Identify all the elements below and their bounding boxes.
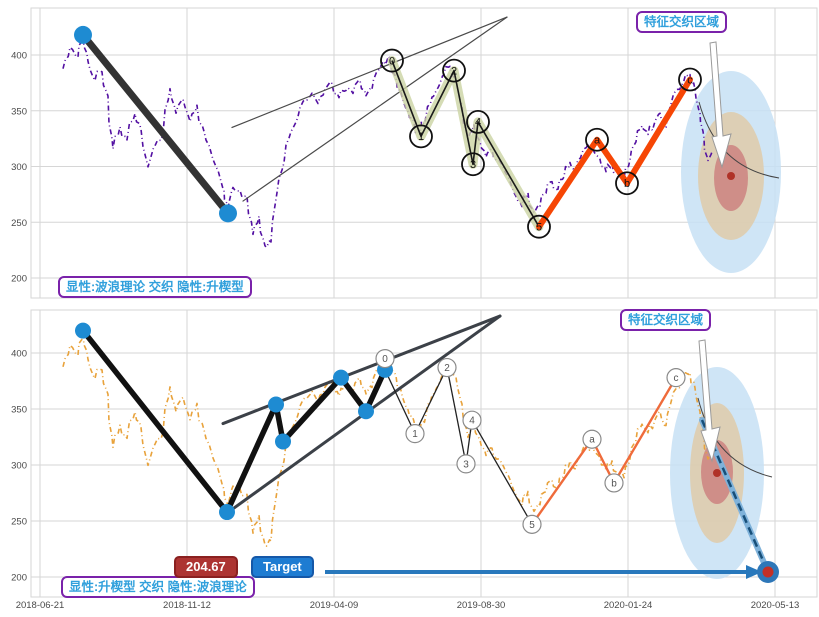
confluence-center-dot [713, 469, 721, 477]
target-chip[interactable]: Target [251, 556, 314, 578]
wave-marker-label-b: b [624, 178, 630, 190]
wave-marker-3[interactable] [456, 454, 476, 474]
panel-border [30, 309, 818, 598]
wave-marker-label-b: b [611, 478, 617, 489]
y-tick-label: 200 [11, 573, 27, 584]
target-arrow-head [746, 565, 762, 579]
confluence-center-dot [727, 172, 735, 180]
wave-marker-label-a: a [589, 435, 595, 446]
wedge-trendline-0 [231, 16, 508, 129]
wave-12345-line [391, 60, 540, 228]
wave-marker-5[interactable] [527, 214, 551, 239]
bottom-panel-caption: 显性:升楔型 交织 隐性:波浪理论 [61, 576, 255, 598]
pivot-handle-dot-1[interactable] [219, 504, 235, 521]
wedge-trendline-1 [242, 16, 508, 202]
wave-abc-line [536, 76, 693, 230]
pivot-handle-dot-0[interactable] [74, 25, 92, 44]
y-tick-label: 400 [11, 349, 27, 360]
wave-marker-label-c: c [687, 74, 693, 86]
pivot-handle-dot-1[interactable] [219, 204, 237, 223]
decay-curve [698, 101, 780, 179]
y-tick-label: 350 [11, 106, 27, 117]
wave-marker-5[interactable] [522, 514, 542, 534]
wave-marker-label-1: 1 [412, 429, 418, 440]
wave-marker-label-2: 2 [451, 65, 457, 77]
x-tick-label: 2018-11-12 [163, 600, 211, 611]
pivot-handle-dot-5[interactable] [358, 403, 374, 420]
target-price-chip[interactable]: 204.67 [174, 556, 238, 578]
top-panel-caption: 显性:波浪理论 交织 隐性:升楔型 [58, 276, 252, 298]
wave-marker-label-c: c [674, 373, 679, 384]
wave-marker-label-5: 5 [536, 221, 542, 233]
wave-marker-0[interactable] [375, 349, 395, 369]
panel-border [30, 7, 818, 299]
wave-marker-3[interactable] [461, 152, 485, 177]
wave-marker-label-2: 2 [444, 363, 450, 374]
wave-marker-label-0: 0 [389, 55, 395, 67]
wave-marker-2[interactable] [437, 357, 457, 378]
wave-marker-c[interactable] [678, 67, 702, 92]
wave-marker-4[interactable] [466, 110, 490, 134]
wave-marker-a[interactable] [582, 429, 602, 449]
price-line-top [62, 33, 713, 249]
decay-curve [697, 397, 773, 478]
wave-marker-label-3: 3 [470, 159, 476, 171]
y-tick-label: 200 [11, 274, 27, 285]
wave-marker-1[interactable] [405, 424, 425, 444]
pivot-handle-dot-0[interactable] [75, 322, 91, 339]
pivot-handle-dot-4[interactable] [333, 369, 349, 386]
y-tick-label: 350 [11, 405, 27, 416]
impulse-trend-line-top [79, 31, 232, 217]
wave-marker-label-a: a [594, 134, 601, 146]
wave-marker-2[interactable] [442, 58, 466, 83]
x-tick-label: 2019-08-30 [457, 600, 506, 611]
wave-marker-label-4: 4 [469, 416, 475, 427]
x-tick-label: 2020-05-13 [751, 600, 800, 611]
wave-highlight-underlay [387, 56, 544, 232]
bottom-confluence-region-label[interactable]: 特征交织区域 [620, 309, 712, 331]
wave-marker-label-4: 4 [475, 117, 481, 129]
wave-marker-label-5: 5 [529, 520, 535, 531]
x-tick-label: 2018-06-21 [16, 600, 65, 611]
wave-12345-line [384, 366, 533, 525]
wave-marker-label-1: 1 [418, 131, 424, 143]
confluence-pointer-arrow [698, 339, 721, 463]
wave-marker-b[interactable] [604, 473, 624, 493]
impulse-trend-line-bottom [80, 327, 388, 515]
y-tick-label: 400 [11, 51, 27, 62]
wave-marker-1[interactable] [409, 124, 433, 149]
y-tick-label: 250 [11, 218, 27, 229]
x-tick-label: 2020-01-24 [604, 600, 653, 611]
wave-marker-label-3: 3 [463, 459, 469, 470]
pivot-handle-dot-3[interactable] [275, 433, 291, 450]
price-line-bottom [62, 331, 713, 547]
wave-marker-a[interactable] [585, 127, 609, 152]
wave-marker-c[interactable] [666, 368, 686, 388]
pivot-handle-dot-2[interactable] [268, 396, 284, 413]
y-tick-label: 300 [11, 162, 27, 173]
top-confluence-region-label[interactable]: 特征交织区域 [636, 11, 728, 33]
x-tick-label: 2019-04-09 [310, 600, 359, 611]
confluence-pointer-arrow [709, 41, 732, 169]
wave-marker-4[interactable] [462, 410, 482, 430]
wave-marker-0[interactable] [380, 48, 404, 73]
target-point-inner [762, 566, 774, 578]
y-tick-label: 250 [11, 517, 27, 528]
wave-marker-label-0: 0 [382, 354, 388, 365]
wave-marker-b[interactable] [615, 171, 639, 196]
y-tick-label: 300 [11, 461, 27, 472]
wave-abc-line [530, 376, 678, 526]
